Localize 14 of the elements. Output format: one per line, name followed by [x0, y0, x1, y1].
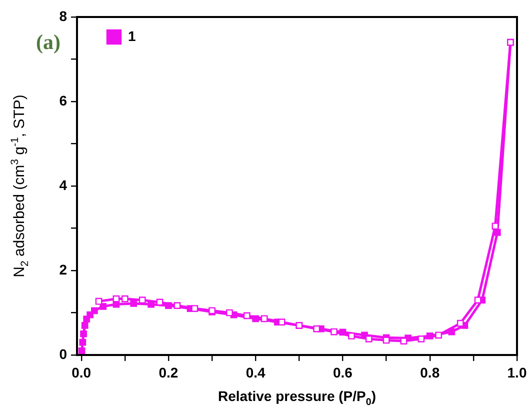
y-tick-label: 0: [59, 346, 68, 362]
x-tick-label: 0.2: [158, 364, 178, 380]
y-tick-label: 2: [59, 261, 68, 278]
x-tick-label: 0.8: [420, 364, 440, 380]
text: (a): [36, 30, 60, 55]
y-tick-label: 4: [59, 176, 68, 193]
x-axis-title: Relative pressure (P/P$_{0}$): [217, 388, 377, 408]
x-tick-label: 0.0: [72, 364, 92, 380]
x-tick-label: 0.4: [246, 364, 266, 380]
x-tick-label: 1.0: [507, 364, 527, 380]
y-tick-label: 6: [59, 92, 68, 108]
legend-label: 1: [128, 28, 136, 44]
y-tick-label: 8: [59, 8, 68, 24]
x-tick-label: 0.6: [333, 364, 353, 380]
